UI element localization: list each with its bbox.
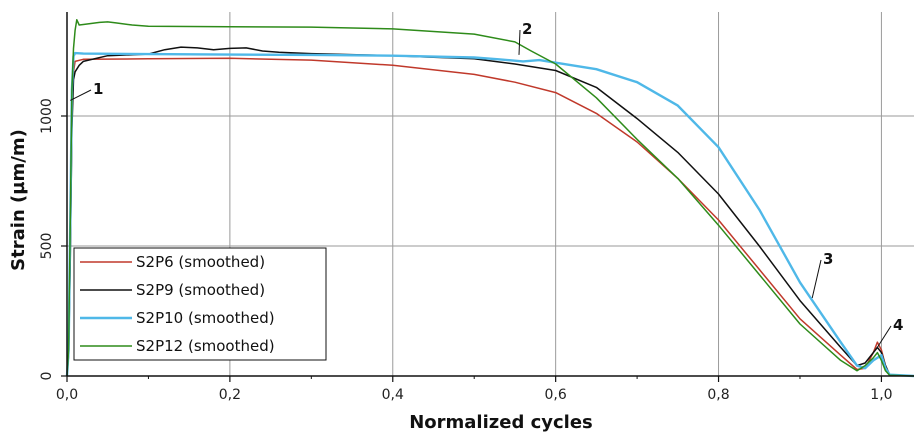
x-tick-label: 1,0 xyxy=(870,387,892,403)
series-line-4 xyxy=(66,19,914,377)
axes: 0,0 0,2 0,4 0,6 0,8 1,0 0 500 1000 xyxy=(39,12,914,403)
x-axis-title: Normalized cycles xyxy=(409,412,593,433)
grid xyxy=(67,12,914,376)
annotations: 1 2 3 4 xyxy=(70,20,903,348)
annotation-label: 3 xyxy=(823,250,833,268)
x-tick-label: 0,8 xyxy=(707,387,729,403)
x-tick-label: 0,0 xyxy=(56,387,78,403)
annotation-leader xyxy=(518,29,521,55)
legend-label: S2P9 (smoothed) xyxy=(136,281,265,299)
x-tick-label: 0,4 xyxy=(382,387,404,403)
x-tick-label: 0,2 xyxy=(219,387,241,403)
y-axis-title: Strain (µm/m) xyxy=(8,129,29,271)
series-line-3 xyxy=(65,51,914,378)
legend-box xyxy=(73,247,327,361)
y-tick-label: 500 xyxy=(39,233,55,260)
y-tick-label: 1000 xyxy=(39,98,55,134)
series-layer xyxy=(65,19,914,378)
legend-label: S2P12 (smoothed) xyxy=(136,337,275,355)
x-tick-label: 0,6 xyxy=(545,387,567,403)
annotation-leader xyxy=(70,89,92,101)
legend: S2P6 (smoothed) S2P9 (smoothed) S2P10 (smo… xyxy=(73,247,327,361)
annotation-leader xyxy=(811,259,822,299)
annotation-label: 2 xyxy=(522,20,532,38)
y-tick-label: 0 xyxy=(39,372,55,381)
annotation-label: 4 xyxy=(893,316,903,334)
legend-label: S2P6 (smoothed) xyxy=(136,253,265,271)
annotation-label: 1 xyxy=(93,80,103,98)
annotation-leader xyxy=(876,325,892,348)
legend-label: S2P10 (smoothed) xyxy=(136,309,275,327)
